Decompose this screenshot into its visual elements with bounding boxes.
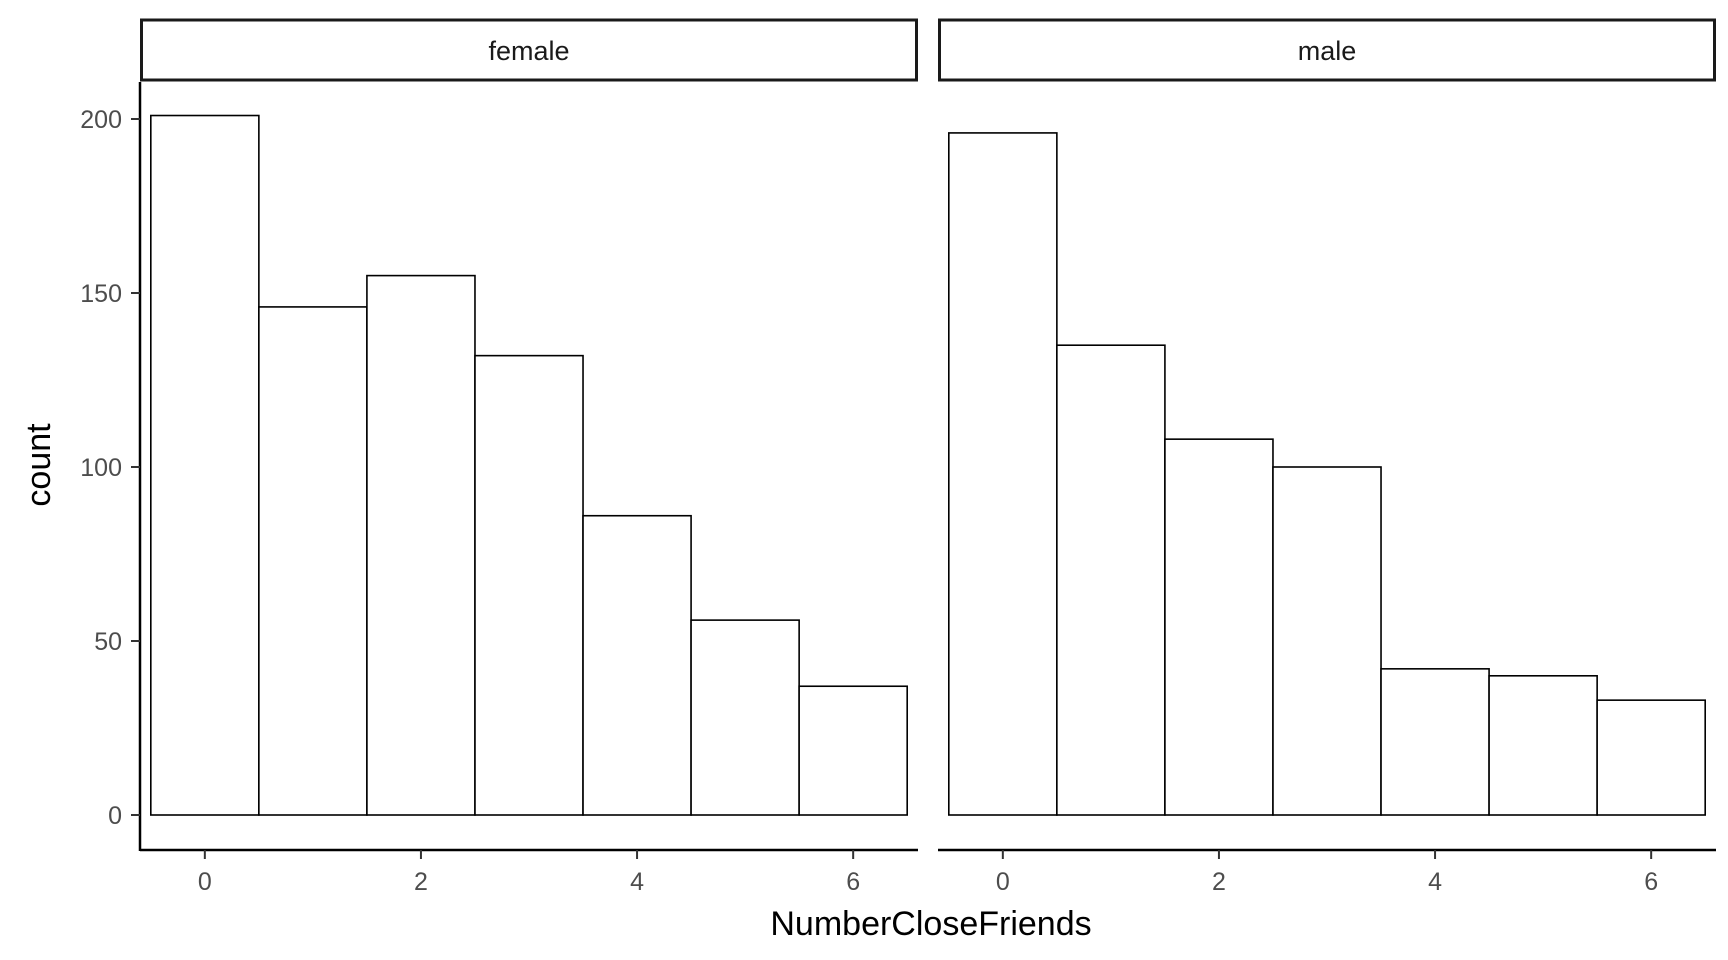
facet-panel-male: male 0 2 4 6 — [938, 18, 1716, 896]
facet-panels: female 0 2 4 6 male 0 2 4 6 — [140, 18, 1716, 896]
histogram-bar — [150, 114, 260, 816]
y-tick-label: 0 — [108, 802, 122, 830]
histogram-bar — [1488, 674, 1598, 816]
y-tick-label: 200 — [80, 106, 122, 134]
x-tick-label: 2 — [414, 868, 428, 896]
facet-strip-label: male — [1298, 36, 1357, 66]
histogram-bar — [1164, 438, 1274, 816]
x-tick-label: 2 — [1212, 868, 1226, 896]
x-axis-title: NumberCloseFriends — [770, 905, 1091, 943]
histogram-bar — [948, 132, 1058, 816]
histogram-bar — [258, 306, 368, 816]
histogram-bar — [1056, 344, 1166, 816]
histogram-bar — [1596, 699, 1706, 816]
facet-strip-box — [140, 18, 918, 82]
y-tick-label: 150 — [80, 280, 122, 308]
y-tick-label: 100 — [80, 454, 122, 482]
x-tick-label: 6 — [846, 868, 860, 896]
histogram-bar — [1380, 668, 1490, 816]
histogram-bar — [582, 514, 692, 816]
facet-panel-female: female 0 2 4 6 — [140, 18, 918, 896]
y-axis: 0 50 100 150 200 — [80, 82, 142, 851]
x-tick-label: 4 — [630, 868, 644, 896]
y-axis-title: count — [20, 423, 58, 507]
x-tick-label: 4 — [1428, 868, 1442, 896]
facet-strip-label: female — [488, 36, 569, 66]
facet-strip-box — [938, 18, 1716, 82]
histogram-bar — [474, 354, 584, 816]
x-tick-label: 6 — [1644, 868, 1658, 896]
histogram-bar — [798, 685, 908, 816]
histogram-bar — [1272, 466, 1382, 816]
x-tick-label: 0 — [198, 868, 212, 896]
histogram-bar — [366, 274, 476, 816]
y-tick-label: 50 — [94, 628, 122, 656]
histogram-bar — [690, 619, 800, 816]
x-tick-label: 0 — [996, 868, 1010, 896]
